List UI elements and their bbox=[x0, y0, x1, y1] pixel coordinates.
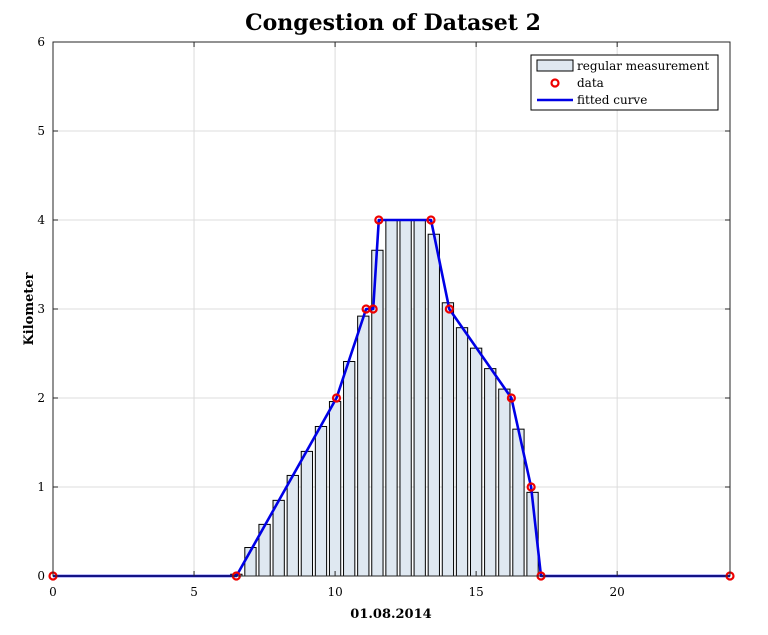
y-tick-label: 5 bbox=[37, 124, 45, 138]
data-point bbox=[506, 393, 516, 403]
data-point bbox=[331, 393, 342, 403]
y-tick-label: 6 bbox=[37, 35, 45, 49]
axis-ticks: 0 5 10 15 20 0 1 2 3 4 5 6 bbox=[37, 35, 730, 599]
legend: regular measurement data fitted curve bbox=[530, 54, 719, 111]
y-tick-label: 4 bbox=[37, 213, 45, 227]
data-point bbox=[444, 304, 454, 314]
bar bbox=[399, 219, 412, 577]
bar bbox=[413, 219, 426, 577]
chart-title: Congestion of Dataset 2 bbox=[245, 10, 541, 36]
bar bbox=[385, 219, 398, 577]
bar bbox=[469, 347, 483, 577]
legend-swatch-bar bbox=[536, 59, 574, 72]
line-series bbox=[53, 218, 730, 578]
x-tick-label: 15 bbox=[468, 585, 483, 599]
x-axis-label: 01.08.2014 bbox=[350, 607, 431, 622]
legend-label-data: data bbox=[577, 76, 604, 90]
y-tick-label: 3 bbox=[37, 302, 45, 316]
bar bbox=[427, 233, 440, 577]
bar bbox=[300, 450, 314, 577]
bar bbox=[441, 302, 455, 577]
bar bbox=[498, 388, 511, 577]
y-tick-label: 1 bbox=[37, 480, 45, 494]
data-point bbox=[426, 215, 436, 225]
x-tick-label: 0 bbox=[49, 585, 57, 599]
bar-series bbox=[230, 219, 539, 577]
bar bbox=[328, 401, 342, 577]
legend-swatch-data bbox=[550, 78, 560, 88]
data-point bbox=[374, 215, 384, 225]
bar bbox=[272, 499, 285, 577]
x-tick-label: 20 bbox=[610, 585, 625, 599]
x-tick-label: 10 bbox=[327, 585, 342, 599]
bar bbox=[484, 368, 497, 577]
bar bbox=[314, 425, 328, 577]
y-axis-label: Kilometer bbox=[22, 272, 37, 345]
y-tick-label: 0 bbox=[37, 569, 45, 583]
bar bbox=[357, 315, 370, 577]
bar bbox=[286, 474, 299, 577]
bar bbox=[455, 327, 469, 577]
legend-label-bar: regular measurement bbox=[577, 59, 709, 73]
bar bbox=[343, 361, 356, 577]
data-point bbox=[526, 482, 536, 492]
x-tick-label: 5 bbox=[190, 585, 198, 599]
legend-label-line: fitted curve bbox=[577, 93, 647, 107]
data-point bbox=[368, 304, 378, 314]
y-tick-label: 2 bbox=[37, 391, 45, 405]
fitted-curve-line bbox=[53, 218, 730, 578]
